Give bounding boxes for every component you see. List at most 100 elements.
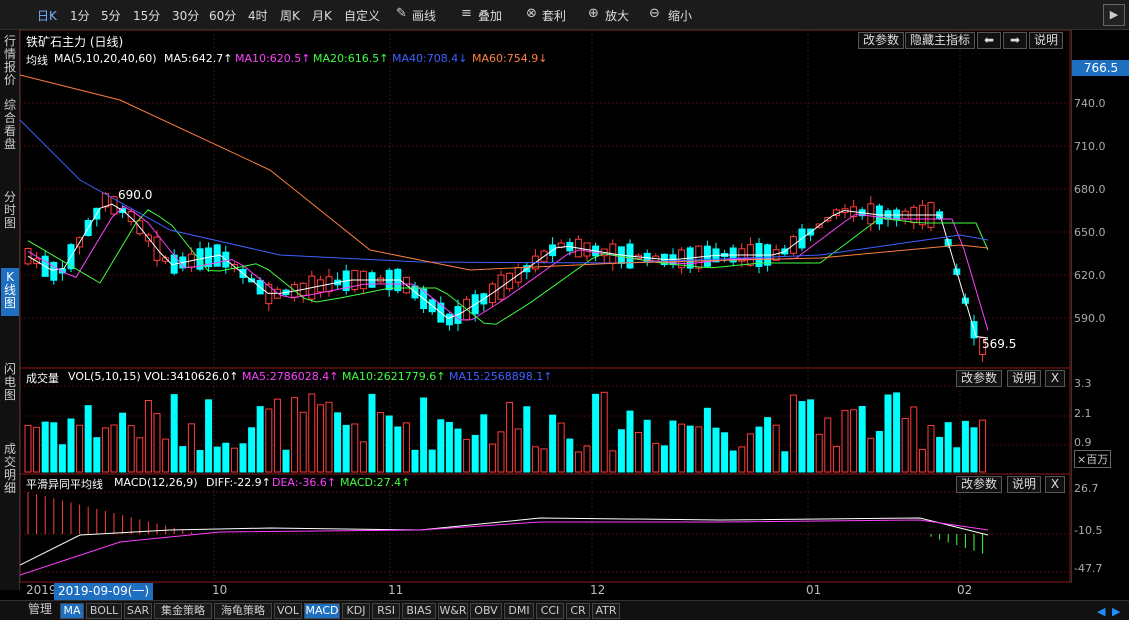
sidebar-item-overview[interactable]: 综合看盘 — [3, 98, 16, 151]
scroll-left-icon[interactable]: ◀ — [1097, 605, 1106, 618]
volume-bar — [721, 432, 729, 473]
indicator-tab-dmi[interactable]: DMI — [504, 603, 534, 619]
sidebar-item-kline[interactable]: K线图 — [1, 268, 19, 316]
zoom-in-button[interactable]: 放大 — [605, 9, 630, 23]
kline-svg[interactable] — [19, 29, 1071, 583]
volume-bar — [162, 438, 170, 473]
price-scale: 766.5 740.0 710.0 680.0 650.0 620.0 590.… — [1071, 30, 1129, 583]
vol-close-icon[interactable]: X — [1045, 370, 1065, 387]
indicator-tab-atr[interactable]: ATR — [592, 603, 620, 619]
chevron-right-icon[interactable]: ▶ — [1103, 4, 1125, 26]
indicator-tab-macd[interactable]: MACD — [304, 603, 340, 619]
volume-bar — [660, 445, 668, 473]
zoom-out-button[interactable]: 缩小 — [668, 9, 693, 23]
period-60min[interactable]: 60分 — [209, 9, 237, 23]
vol-label: 成交量 — [26, 372, 59, 385]
indicator-tab-wr[interactable]: W&R — [438, 603, 468, 619]
hide-indicator-button[interactable]: 隐藏主指标 — [905, 32, 976, 49]
volume-bar — [893, 392, 901, 473]
current-price-tag: 766.5 — [1072, 60, 1129, 76]
period-1min[interactable]: 1分 — [70, 9, 90, 23]
volume-bar — [50, 422, 58, 473]
indicator-tab-[interactable]: 海龟策略 — [214, 603, 272, 619]
draw-line-button[interactable]: 画线 — [412, 9, 437, 23]
arbitrage-button[interactable]: 套利 — [542, 9, 567, 23]
volume-bar — [437, 419, 445, 473]
volume-bar — [385, 415, 393, 473]
indicator-tab-bias[interactable]: BIAS — [402, 603, 436, 619]
volume-bar — [884, 394, 892, 473]
scroll-right-icon[interactable]: ▶ — [1112, 605, 1121, 618]
indicator-tab-ma[interactable]: MA — [60, 603, 84, 619]
volume-bar — [764, 417, 772, 473]
indicator-tab-obv[interactable]: OBV — [470, 603, 502, 619]
indicator-tab-rsi[interactable]: RSI — [372, 603, 400, 619]
main-explain-button[interactable]: 说明 — [1029, 32, 1064, 49]
volume-bar — [643, 419, 651, 473]
volume-bar — [652, 442, 660, 473]
chart-area[interactable]: 铁矿石主力 (日线) 均线 MA(5,10,20,40,60) MA5:642.… — [19, 29, 1071, 583]
period-4h[interactable]: 4时 — [248, 9, 268, 23]
volume-bar — [411, 449, 419, 473]
period-30min[interactable]: 30分 — [172, 9, 200, 23]
period-monthly[interactable]: 月K — [312, 9, 332, 23]
volume-bar — [669, 420, 677, 473]
volume-bar — [222, 442, 230, 473]
main-panel-border — [19, 29, 1071, 369]
macd-explain-button[interactable]: 说明 — [1007, 476, 1042, 493]
volume-bar — [454, 428, 462, 473]
pencil-icon: ✎ — [396, 6, 407, 21]
period-custom[interactable]: 自定义 — [344, 9, 381, 23]
price-tick: 650.0 — [1074, 226, 1106, 239]
vol-ma15: MA15:2568898.1↑ — [449, 370, 553, 383]
period-15min[interactable]: 15分 — [133, 9, 161, 23]
vol-explain-button[interactable]: 说明 — [1007, 370, 1042, 387]
indicator-tab-sar[interactable]: SAR — [124, 603, 152, 619]
volume-bar — [858, 405, 866, 473]
indicator-tab-vol[interactable]: VOL — [274, 603, 302, 619]
volume-bar — [609, 450, 617, 473]
period-weekly[interactable]: 周K — [280, 9, 300, 23]
arrow-left-icon[interactable]: ⬅ — [977, 32, 1001, 49]
period-daily[interactable]: 日K — [37, 9, 57, 23]
indicator-tab-[interactable]: 集金策略 — [154, 603, 212, 619]
manage-button[interactable]: 管理 — [27, 602, 52, 616]
price-tick: 620.0 — [1074, 269, 1106, 282]
sidebar-item-timeline[interactable]: 分时图 — [3, 190, 16, 230]
volume-bar — [789, 394, 797, 473]
volume-bar — [325, 401, 333, 473]
volume-bar — [239, 443, 247, 473]
month-label: 12 — [590, 583, 606, 597]
indicator-tab-cr[interactable]: CR — [566, 603, 590, 619]
indicator-tab-cci[interactable]: CCI — [536, 603, 564, 619]
volume-bar — [213, 446, 221, 473]
chart-title: 铁矿石主力 (日线) — [26, 35, 124, 49]
vol-unit: ×百万 — [1074, 450, 1112, 468]
volume-bar — [101, 427, 109, 473]
ma-label: 均线 — [26, 54, 48, 67]
ma20-value: MA20:616.5↑ — [313, 52, 389, 65]
indicator-tabbar: 管理 MA BOLL SAR 集金策略 海龟策略 VOL MACD KDJ RSI BIAS W&R… — [0, 600, 1129, 620]
macd-close-icon[interactable]: X — [1045, 476, 1065, 493]
volume-bar — [359, 441, 367, 473]
candle-body — [265, 283, 273, 305]
arrow-right-icon[interactable]: ➡ — [1003, 32, 1027, 49]
main-params-button[interactable]: 改参数 — [858, 32, 905, 49]
period-5min[interactable]: 5分 — [101, 9, 121, 23]
volume-bar — [119, 412, 127, 473]
volume-bar — [93, 437, 101, 473]
ma10-value: MA10:620.5↑ — [235, 52, 311, 65]
volume-bar — [832, 445, 840, 473]
indicator-tab-boll[interactable]: BOLL — [86, 603, 122, 619]
macd-params-button[interactable]: 改参数 — [956, 476, 1003, 493]
sidebar-item-trades[interactable]: 成交明细 — [3, 442, 16, 495]
macd-label: 平滑异同平均线 — [26, 478, 103, 491]
overlay-button[interactable]: 叠加 — [478, 9, 503, 23]
volume-bar — [841, 409, 849, 473]
sidebar-item-quotes[interactable]: 行情报价 — [3, 34, 16, 87]
indicator-tab-kdj[interactable]: KDJ — [342, 603, 370, 619]
sidebar-item-flash[interactable]: 闪电图 — [3, 362, 16, 402]
vol-params-button[interactable]: 改参数 — [956, 370, 1003, 387]
volume-bar — [798, 401, 806, 473]
candle-body — [445, 313, 453, 326]
